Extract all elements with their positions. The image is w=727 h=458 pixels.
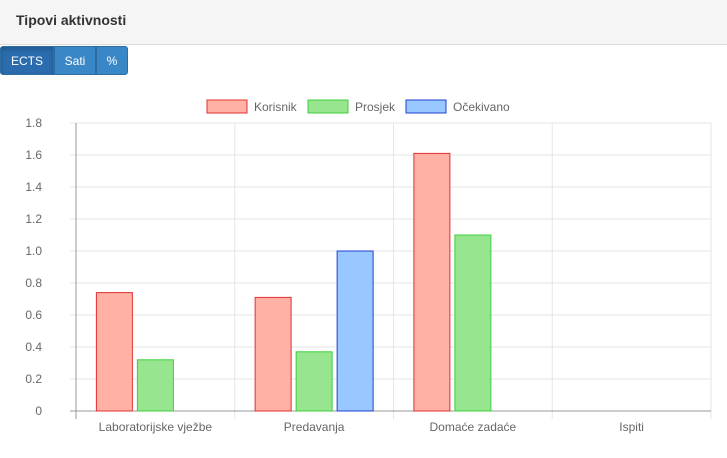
y-tick-label: 0 (35, 404, 42, 418)
activity-types-bar-chart: 0 0.2 0.4 0.6 0.8 1.0 1.2 1.4 1.6 1.8 Laboratorijs… (25, 99, 712, 434)
x-tick-label: Predavanja (284, 420, 345, 434)
bar (454, 234, 492, 412)
y-tick-label: 0.8 (25, 276, 42, 290)
bar (295, 351, 333, 412)
bar (413, 152, 451, 412)
legend-label: Prosjek (355, 100, 396, 114)
legend-label: Korisnik (254, 100, 298, 114)
sati-button[interactable]: Sati (54, 46, 96, 75)
percent-button[interactable]: % (96, 46, 128, 75)
x-tick-label: Domaće zadaće (430, 420, 517, 434)
bar (336, 250, 374, 412)
panel-title: Tipovi aktivnosti (16, 12, 127, 28)
y-tick-label: 0.4 (25, 340, 42, 354)
y-tick-label: 1.0 (25, 244, 42, 258)
legend-swatch (307, 99, 349, 114)
y-tick-label: 0.6 (25, 308, 42, 322)
y-tick-label: 1.6 (25, 148, 42, 162)
legend-label: Očekivano (453, 100, 510, 114)
unit-toggle-group: ECTS Sati % (0, 46, 128, 75)
bar (136, 359, 174, 412)
legend-swatch (405, 99, 447, 114)
ects-button[interactable]: ECTS (0, 46, 54, 75)
y-tick-label: 1.2 (25, 212, 42, 226)
y-tick-label: 1.8 (25, 116, 42, 130)
bar (254, 296, 292, 412)
panel-header: Tipovi aktivnosti (0, 0, 727, 45)
x-tick-label: Laboratorijske vježbe (99, 420, 213, 434)
y-tick-label: 1.4 (25, 180, 42, 194)
bar (95, 292, 133, 412)
x-tick-label: Ispiti (619, 420, 644, 434)
legend-swatch (206, 99, 248, 114)
y-tick-label: 0.2 (25, 372, 42, 386)
